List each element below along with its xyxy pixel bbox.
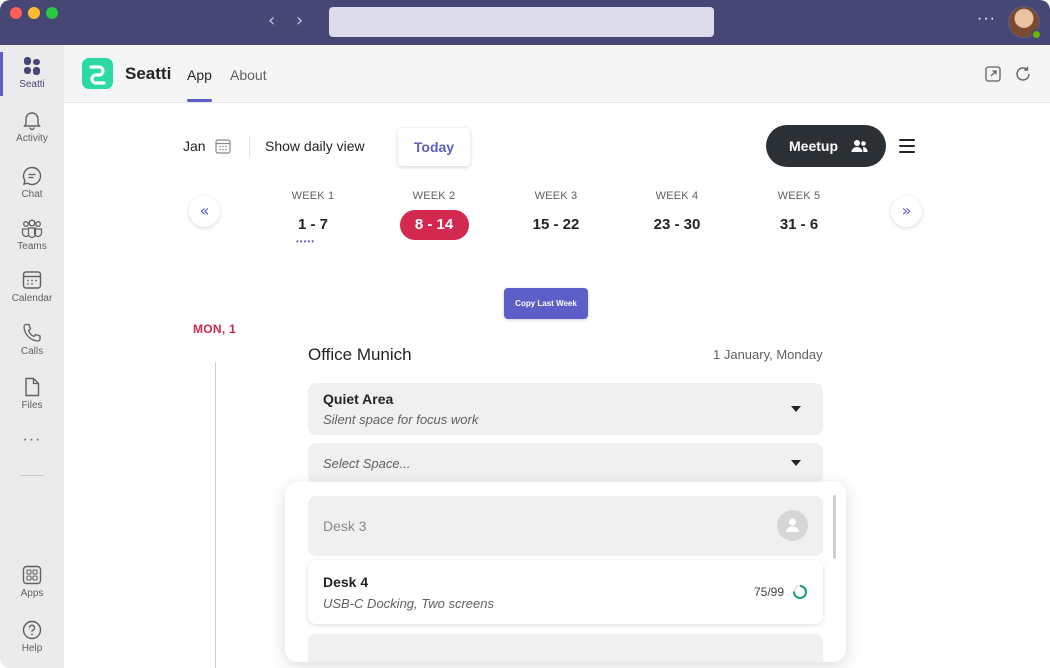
file-icon: [25, 377, 40, 397]
help-icon: [22, 620, 42, 640]
desk-option[interactable]: [308, 634, 823, 662]
search-input[interactable]: [329, 7, 714, 37]
close-window-button[interactable]: [10, 7, 22, 19]
week-label: WEEK 2: [412, 190, 456, 202]
phone-icon: [23, 323, 41, 342]
rail-item-activity[interactable]: Activity: [0, 109, 64, 144]
show-daily-view-toggle[interactable]: Show daily view: [265, 138, 365, 154]
maximize-window-button[interactable]: [46, 7, 58, 19]
rail-label: Chat: [21, 189, 43, 200]
app-header: Seatti App About: [64, 45, 1050, 103]
day-timeline: [215, 362, 216, 668]
rail-item-help[interactable]: Help: [0, 619, 64, 654]
desk-description: USB-C Docking, Two screens: [323, 596, 494, 611]
desk-name: Desk 3: [323, 518, 367, 534]
chat-icon: [22, 166, 42, 186]
toolbar-divider: [249, 136, 250, 156]
rail-label: Calls: [20, 346, 44, 357]
meetup-button[interactable]: Meetup: [766, 125, 886, 167]
bell-icon: [23, 112, 41, 131]
week-label: WEEK 5: [777, 190, 821, 202]
next-weeks-button[interactable]: »: [891, 196, 922, 227]
rail-label: Activity: [16, 133, 48, 144]
space-select[interactable]: Select Space...: [308, 443, 823, 483]
week-range: 8 - 14: [399, 210, 469, 240]
active-indicator: [0, 52, 3, 96]
rail-item-teams[interactable]: Teams: [0, 217, 64, 252]
pop-out-icon[interactable]: [984, 65, 1002, 83]
today-button[interactable]: Today: [398, 128, 470, 166]
app-rail: Seatti Activity Chat Teams: [0, 45, 64, 668]
desk-capacity: 75/99: [754, 585, 785, 599]
chevron-down-icon: [791, 406, 801, 412]
active-tab-indicator: [187, 99, 212, 102]
title-bar: ‹ › ···: [0, 0, 1050, 45]
week-5[interactable]: WEEK 5 31 - 6: [754, 190, 844, 240]
people-icon: [851, 140, 868, 152]
rail-label: Files: [21, 400, 43, 411]
rail-item-calendar[interactable]: Calendar: [0, 269, 64, 304]
capacity-ring-icon: [793, 585, 807, 599]
area-name: Quiet Area: [323, 391, 394, 407]
week-label: WEEK 1: [291, 190, 335, 202]
teams-icon: [21, 219, 43, 239]
week-4[interactable]: WEEK 4 23 - 30: [632, 190, 722, 240]
meetup-label: Meetup: [789, 138, 838, 154]
calendar-icon: [22, 271, 42, 289]
office-title: Office Munich: [308, 345, 412, 364]
week-3[interactable]: WEEK 3 15 - 22: [511, 190, 601, 240]
more-apps-button[interactable]: ···: [22, 431, 42, 448]
calendar-icon[interactable]: [215, 138, 231, 154]
rail-item-seatti[interactable]: Seatti: [0, 55, 64, 90]
seatti-logo-icon: [82, 58, 113, 89]
apps-icon: [22, 565, 42, 585]
rail-item-files[interactable]: Files: [0, 376, 64, 411]
chevron-right-icon[interactable]: ›: [296, 10, 304, 31]
rail-label: Help: [21, 643, 43, 654]
week-range: 23 - 30: [653, 216, 701, 233]
rail-label: Apps: [20, 588, 44, 599]
week-range: 1 - 7: [297, 216, 328, 233]
tab-app[interactable]: App: [187, 67, 212, 83]
chevron-down-icon: [791, 460, 801, 466]
week-range: 15 - 22: [532, 216, 580, 233]
more-options-button[interactable]: ···: [977, 10, 996, 27]
avatar[interactable]: [1008, 6, 1040, 38]
rail-divider: [20, 475, 44, 476]
dropdown-scrollbar[interactable]: [833, 495, 836, 559]
space-dropdown: Desk 3 Desk 4 USB-C Docking, Two screens…: [285, 482, 846, 662]
week-label: WEEK 4: [655, 190, 699, 202]
booking-indicator-dots: •••••: [296, 237, 316, 246]
day-label: MON, 1: [193, 322, 237, 336]
space-placeholder: Select Space...: [323, 456, 411, 471]
rail-label: Calendar: [11, 293, 53, 304]
user-icon: [777, 510, 808, 541]
rail-item-chat[interactable]: Chat: [0, 165, 64, 200]
copy-last-week-button[interactable]: Copy Last Week: [504, 288, 588, 319]
menu-icon[interactable]: [899, 139, 915, 153]
month-selector[interactable]: Jan: [183, 138, 206, 154]
app-name: Seatti: [125, 64, 172, 83]
week-2[interactable]: WEEK 2 8 - 14: [389, 190, 479, 240]
desk-option[interactable]: Desk 3: [308, 496, 823, 556]
area-description: Silent space for focus work: [323, 412, 479, 427]
minimize-window-button[interactable]: [28, 7, 40, 19]
week-label: WEEK 3: [534, 190, 578, 202]
tab-about[interactable]: About: [230, 67, 267, 83]
desk-name: Desk 4: [323, 574, 369, 590]
chevron-left-icon[interactable]: ‹: [268, 10, 276, 31]
week-range: 31 - 6: [779, 216, 819, 233]
refresh-icon[interactable]: [1014, 65, 1032, 83]
presence-badge: [1031, 29, 1042, 40]
week-1[interactable]: WEEK 1 1 - 7: [268, 190, 358, 240]
rail-label: Seatti: [19, 79, 45, 90]
previous-weeks-button[interactable]: «: [189, 196, 220, 227]
office-date: 1 January, Monday: [713, 347, 823, 362]
rail-item-calls[interactable]: Calls: [0, 322, 64, 357]
seatti-icon: [24, 57, 40, 75]
rail-label: Teams: [17, 241, 47, 252]
area-select[interactable]: Quiet Area Silent space for focus work: [308, 383, 823, 435]
desk-option[interactable]: Desk 4 USB-C Docking, Two screens 75/99: [308, 560, 823, 624]
rail-item-apps[interactable]: Apps: [0, 564, 64, 599]
